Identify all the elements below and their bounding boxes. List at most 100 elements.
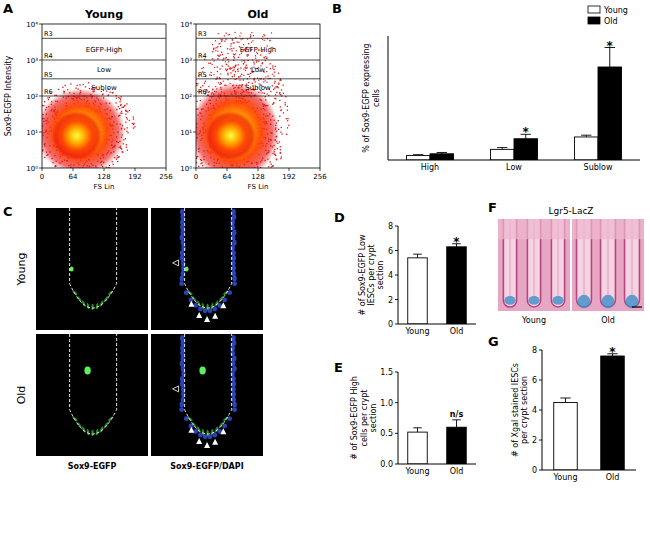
tick-label: 1.5 (380, 368, 393, 377)
event (129, 120, 130, 121)
event (129, 110, 130, 111)
axis-title-line: cells (372, 89, 381, 107)
event (229, 49, 230, 50)
event (280, 149, 281, 150)
event (224, 40, 225, 41)
event (223, 58, 224, 59)
event (239, 79, 240, 80)
axis-title: # of Sox9-EGFP LowIESCs per cryptsection (358, 234, 385, 315)
tick (539, 470, 542, 471)
arrowhead-open (173, 260, 179, 266)
event (121, 111, 122, 112)
event (277, 87, 278, 88)
event (232, 76, 233, 77)
caption: Young (521, 316, 546, 325)
nucleus (232, 402, 236, 408)
event (246, 65, 247, 66)
nucleus (180, 361, 184, 367)
bar (408, 432, 428, 464)
plot-title: Old (248, 8, 269, 21)
event (243, 75, 244, 76)
nucleus (193, 429, 198, 434)
event (268, 166, 269, 167)
axis-title: % of Sox9-EGFP expressingcells (362, 43, 380, 152)
event (265, 56, 266, 57)
axis-title-line: section (369, 404, 378, 433)
category-label: Low (506, 163, 522, 172)
gfp-cell (223, 290, 229, 296)
category-label: Young (553, 473, 578, 482)
tick-label: 6 (388, 247, 393, 256)
event (277, 148, 278, 149)
nucleus (232, 340, 236, 346)
tick-label: 2 (388, 296, 393, 305)
nucleus (232, 240, 236, 246)
nucleus (232, 265, 236, 271)
nucleus (232, 229, 236, 235)
event (262, 92, 263, 93)
event (287, 106, 288, 107)
event (281, 89, 282, 90)
event (238, 57, 239, 58)
event (238, 64, 239, 65)
arrowhead (220, 428, 226, 434)
bar (430, 154, 454, 160)
event (205, 81, 206, 82)
tick (395, 402, 398, 403)
event (279, 141, 280, 142)
event (275, 86, 276, 87)
event (264, 93, 265, 94)
nucleus (180, 235, 184, 241)
event (243, 79, 244, 80)
x-axis (398, 324, 476, 325)
event (89, 88, 90, 89)
tick (395, 372, 398, 373)
event (221, 39, 222, 40)
gfp-cell (223, 416, 229, 422)
event (116, 97, 117, 98)
event (226, 64, 227, 65)
micrograph (151, 334, 263, 456)
bar (406, 156, 430, 160)
event (122, 152, 123, 153)
event (250, 34, 251, 35)
event (238, 76, 239, 77)
event (256, 61, 257, 62)
tick-label: 10⁰ (180, 165, 192, 173)
event (254, 80, 255, 81)
event (217, 51, 218, 52)
tick (104, 168, 105, 171)
tick-label: 6 (532, 376, 537, 385)
event (204, 83, 205, 84)
arrowhead-open (173, 386, 179, 392)
error-cap (437, 152, 447, 153)
event (286, 134, 287, 135)
nucleus (180, 276, 184, 282)
event (243, 69, 244, 70)
bar (490, 149, 514, 160)
tick (193, 132, 196, 133)
event (83, 84, 84, 85)
tick (227, 168, 228, 171)
plot-title: Young (84, 8, 123, 21)
event (227, 73, 228, 74)
event (254, 81, 255, 82)
event (283, 93, 284, 94)
arrowhead (212, 313, 218, 319)
event (279, 80, 280, 81)
gate-line (196, 38, 320, 39)
event (246, 68, 247, 69)
event (133, 123, 134, 124)
tick-label: 0 (532, 466, 537, 475)
event (218, 33, 219, 34)
significance: * (609, 345, 616, 359)
tick-label: 10³ (180, 57, 192, 65)
event (206, 90, 207, 91)
nucleus (212, 307, 217, 312)
category-label: Old (606, 473, 620, 482)
event (226, 64, 227, 65)
nucleus (180, 250, 184, 256)
error-cap (452, 419, 461, 420)
event (229, 68, 230, 69)
gfp-cell (201, 303, 205, 310)
